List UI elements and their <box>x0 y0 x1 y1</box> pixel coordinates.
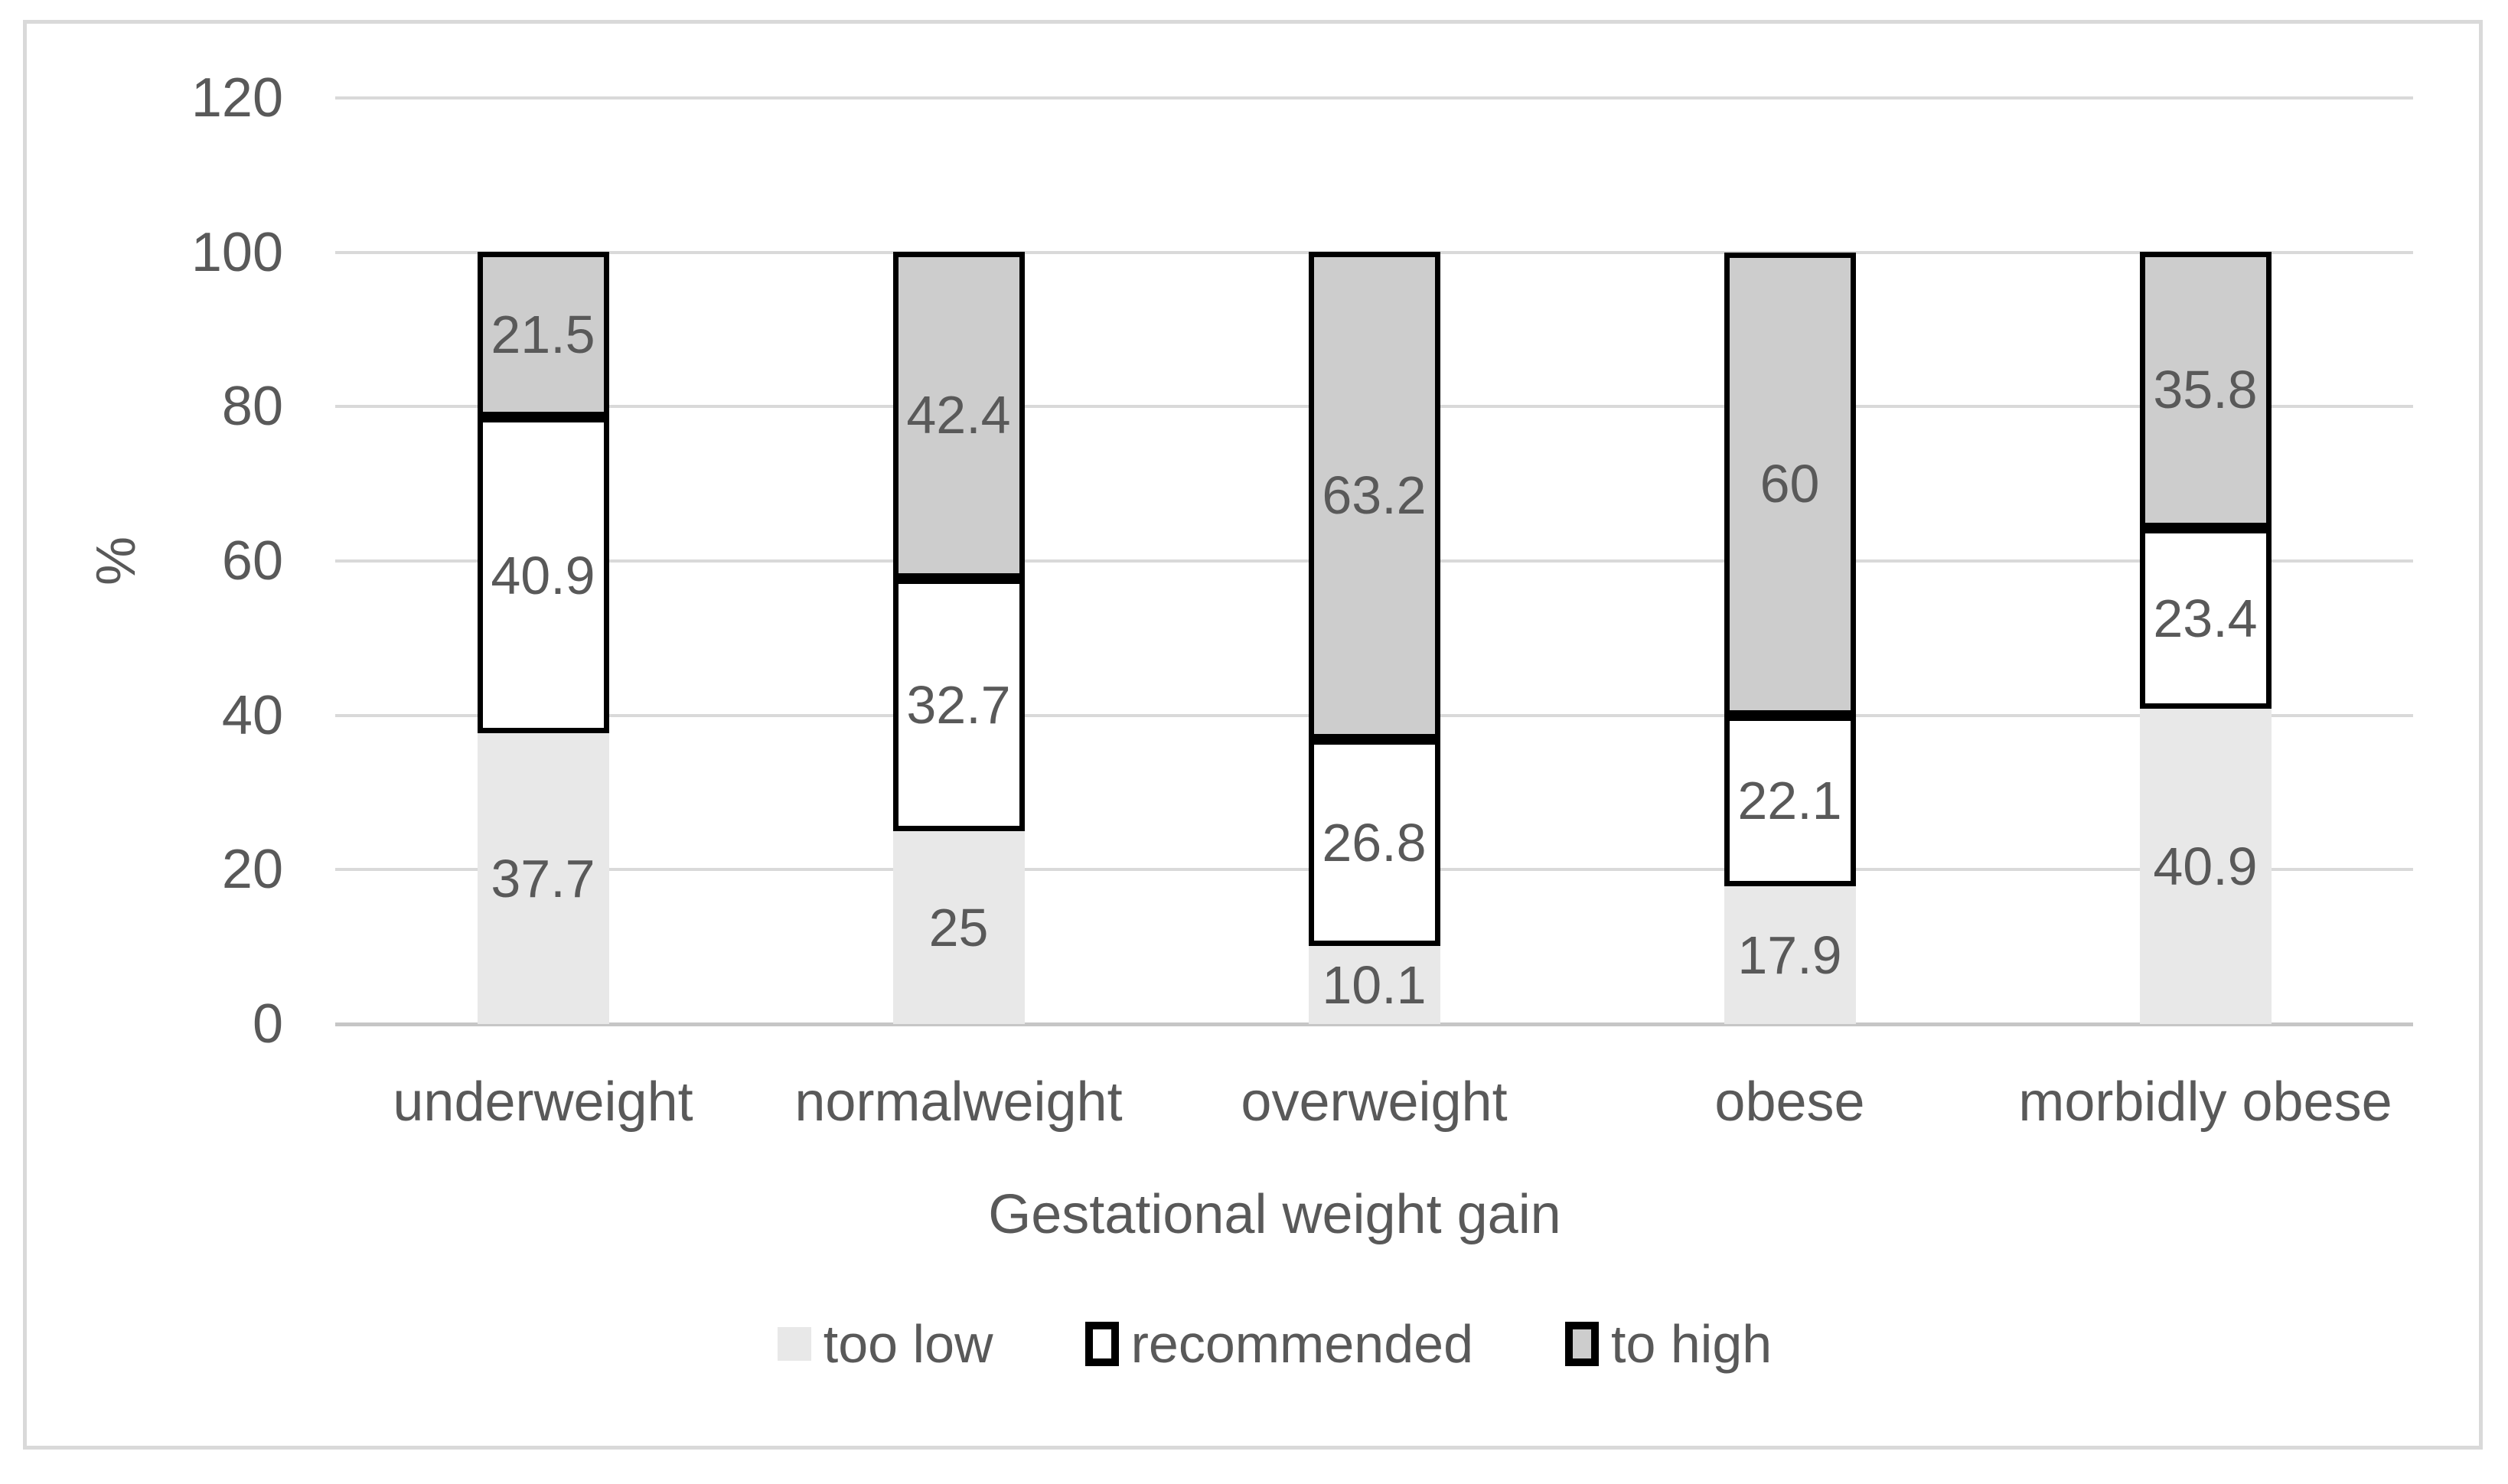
category-label-morbidly-obese: morbidly obese <box>2018 1071 2392 1133</box>
value-label: 25 <box>928 897 989 957</box>
legend-swatch-too-low <box>777 1327 811 1361</box>
legend-swatch-to-high <box>1565 1322 1600 1366</box>
y-tick-label-0: 0 <box>252 993 283 1055</box>
segment-to-high-obese: 60 <box>1724 252 1856 716</box>
y-tick-label-100: 100 <box>191 221 283 283</box>
category-label-underweight: underweight <box>393 1071 693 1133</box>
value-label: 22.1 <box>1737 771 1842 831</box>
value-label: 23.4 <box>2153 588 2258 648</box>
chart-border <box>23 20 2483 1450</box>
x-axis-title: Gestational weight gain <box>988 1184 1561 1245</box>
segment-to-high-morbidly-obese: 35.8 <box>2139 251 2272 528</box>
gridline-120 <box>335 96 2413 99</box>
value-label: 63.2 <box>1322 465 1427 526</box>
bar-obese: 17.9 22.1 60 <box>1724 252 1856 1024</box>
value-label: 10.1 <box>1322 955 1427 1016</box>
y-tick-label-20: 20 <box>221 839 283 901</box>
segment-recommended-obese: 22.1 <box>1724 715 1856 886</box>
segment-too-low-morbidly-obese: 40.9 <box>2139 708 2272 1024</box>
segment-too-low-normalweight: 25 <box>892 830 1025 1024</box>
segment-to-high-underweight: 21.5 <box>477 251 609 418</box>
value-label: 26.8 <box>1322 813 1427 873</box>
segment-too-low-obese: 17.9 <box>1724 886 1856 1024</box>
value-label: 17.9 <box>1737 925 1842 985</box>
y-tick-label-40: 40 <box>221 684 283 746</box>
plot-area: 37.7 40.9 21.5 25 32.7 42.4 10.1 26.8 63.2 17.9 22… <box>335 96 2413 1026</box>
value-label: 32.7 <box>906 675 1011 735</box>
legend-swatch-recommended <box>1084 1322 1119 1366</box>
value-label: 60 <box>1760 454 1820 514</box>
y-tick-label-120: 120 <box>191 67 283 129</box>
bar-underweight: 37.7 40.9 21.5 <box>477 251 609 1024</box>
segment-too-low-overweight: 10.1 <box>1308 946 1440 1024</box>
legend-label: recommended <box>1130 1314 1474 1374</box>
value-label: 42.4 <box>906 385 1011 445</box>
legend-item-recommended: recommended <box>1084 1313 1474 1375</box>
legend-label: to high <box>1611 1314 1773 1374</box>
value-label: 40.9 <box>2153 836 2258 896</box>
value-label: 21.5 <box>491 305 595 365</box>
value-label: 40.9 <box>491 545 595 605</box>
segment-recommended-morbidly-obese: 23.4 <box>2139 527 2272 709</box>
category-label-overweight: overweight <box>1241 1071 1508 1133</box>
segment-to-high-normalweight: 42.4 <box>892 251 1025 579</box>
segment-recommended-underweight: 40.9 <box>477 417 609 733</box>
category-label-normalweight: normalweight <box>794 1071 1123 1133</box>
legend: too low recommended to high <box>236 1313 2314 1375</box>
y-tick-label-60: 60 <box>221 530 283 592</box>
bar-normalweight: 25 32.7 42.4 <box>892 251 1025 1024</box>
bar-morbidly-obese: 40.9 23.4 35.8 <box>2139 251 2272 1024</box>
segment-too-low-underweight: 37.7 <box>477 732 609 1024</box>
category-label-obese: obese <box>1714 1071 1865 1133</box>
value-label: 37.7 <box>491 848 595 908</box>
y-tick-label-80: 80 <box>221 376 283 438</box>
legend-item-too-low: too low <box>777 1313 993 1375</box>
bar-overweight: 10.1 26.8 63.2 <box>1308 251 1440 1024</box>
value-label: 35.8 <box>2153 360 2258 420</box>
segment-recommended-normalweight: 32.7 <box>892 579 1025 831</box>
segment-recommended-overweight: 26.8 <box>1308 739 1440 947</box>
legend-item-to-high: to high <box>1565 1313 1772 1375</box>
segment-to-high-overweight: 63.2 <box>1308 251 1440 739</box>
x-axis-line <box>335 1022 2413 1026</box>
legend-label: too low <box>823 1314 993 1374</box>
